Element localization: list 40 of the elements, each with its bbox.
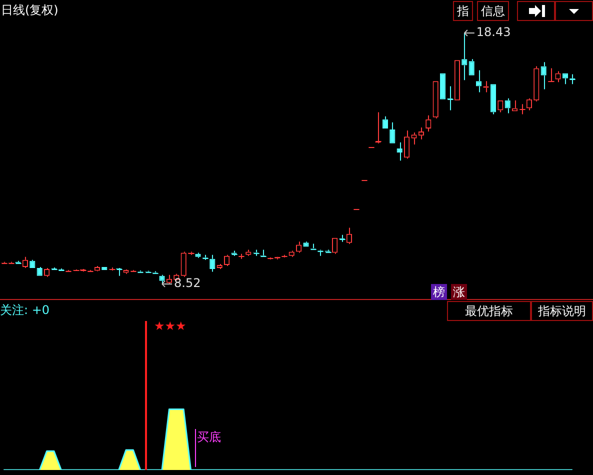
candlestick <box>123 270 129 274</box>
candlestick <box>180 251 186 278</box>
candlestick <box>288 250 294 258</box>
candlestick <box>476 70 482 93</box>
text: 榜 <box>431 284 447 300</box>
candlestick <box>512 100 518 112</box>
text: 指标说明 <box>531 301 593 321</box>
text: 信息 <box>477 1 509 21</box>
candlestick <box>36 266 42 276</box>
annotation: 8.52 <box>174 276 201 290</box>
text: 关注: +0 <box>0 302 50 318</box>
candlestick <box>116 267 123 276</box>
candlestick <box>332 238 338 254</box>
candlestick <box>490 84 496 115</box>
candlestick <box>540 62 546 90</box>
candlestick <box>210 254 216 272</box>
candlestick <box>432 81 438 119</box>
candlestick <box>303 241 309 247</box>
candlestick <box>504 98 510 114</box>
candlestick <box>390 122 396 144</box>
candlestick <box>396 142 402 162</box>
candlestick <box>468 58 474 76</box>
annotation: 18.43 <box>476 25 511 40</box>
candlestick <box>166 274 172 283</box>
annotation: 买底 <box>195 429 221 467</box>
text: 涨 <box>451 284 467 300</box>
candlestick <box>411 132 417 145</box>
candlestick <box>498 100 504 113</box>
candlestick <box>534 66 540 102</box>
candlestick <box>246 249 252 256</box>
candlestick <box>404 130 410 160</box>
text: 最优指标 <box>447 301 531 321</box>
text: 指 <box>453 1 473 21</box>
candlestick <box>216 263 222 270</box>
candlestick <box>562 73 568 85</box>
candlestick <box>30 259 36 268</box>
candlestick <box>195 252 201 258</box>
candlestick <box>462 32 468 81</box>
chart-title: 日线(复权) <box>1 2 58 18</box>
text: ★★★ <box>154 318 186 334</box>
